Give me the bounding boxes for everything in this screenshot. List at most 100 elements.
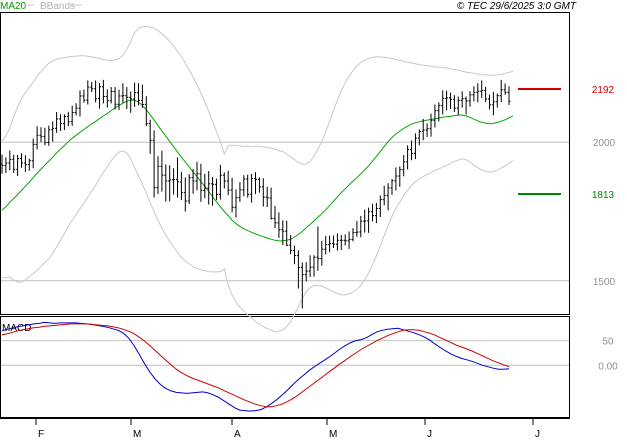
price-bar — [480, 80, 484, 98]
price-bar — [332, 235, 335, 249]
price-bar — [254, 172, 257, 195]
price-bar — [82, 89, 86, 103]
price-bar — [133, 82, 137, 108]
price-bar — [507, 86, 511, 106]
price-bar — [105, 89, 109, 108]
macd-y-tick-label: 0.00 — [598, 361, 618, 372]
price-bar — [449, 92, 452, 109]
price-bar — [0, 154, 4, 174]
x-tick-label: A — [234, 429, 241, 440]
price-bar — [113, 87, 117, 110]
legend-bbands: BBands — [40, 1, 75, 12]
price-bar — [355, 220, 359, 237]
price-bar — [74, 103, 78, 116]
price-bar — [452, 95, 456, 113]
price-bar — [137, 83, 140, 106]
price-bar — [144, 96, 148, 127]
price-bar — [367, 207, 371, 233]
copyright-label: © TEC 29/6/2025 3:0 GMT — [457, 1, 577, 12]
price-bar — [125, 87, 129, 109]
price-bar — [8, 150, 12, 171]
price-bar — [328, 235, 332, 253]
legend-ma20: MA20 — [0, 1, 27, 12]
price-bar — [503, 83, 507, 95]
price-bar — [468, 91, 472, 107]
price-bar — [316, 226, 320, 271]
price-bar — [281, 220, 285, 246]
price-bar — [456, 96, 460, 116]
price-bar — [4, 157, 8, 173]
price-bar — [78, 90, 82, 117]
price-bar — [374, 202, 378, 224]
price-y-tick-label: 1500 — [593, 277, 616, 288]
price-bar — [304, 262, 308, 282]
price-bar — [156, 156, 160, 195]
price-bar — [386, 183, 390, 211]
macd-panel-frame — [0, 316, 570, 418]
x-tick-label: F — [38, 429, 44, 440]
price-bar — [70, 105, 74, 126]
price-bar — [199, 163, 203, 202]
macd-lines — [1, 321, 510, 412]
price-bar — [16, 154, 20, 177]
price-bar — [339, 235, 343, 250]
price-bar — [410, 140, 413, 161]
price-bar — [293, 245, 296, 265]
price-bar — [257, 177, 261, 193]
price-bar — [101, 79, 105, 104]
price-bar — [218, 164, 222, 200]
price-bar — [289, 235, 293, 255]
price-bar — [121, 83, 125, 104]
price-bar — [55, 112, 59, 133]
price-bar — [371, 203, 374, 222]
price-bar — [47, 125, 51, 146]
price-bar — [472, 86, 476, 102]
price-bar — [484, 86, 488, 103]
price-gridlines — [1, 141, 569, 282]
price-bar — [90, 81, 94, 93]
price-bar — [406, 145, 410, 170]
price-bar — [421, 118, 425, 141]
macd-y-tick-label: 50 — [602, 337, 614, 348]
price-bar — [98, 83, 101, 109]
price-bar — [363, 209, 367, 233]
price-bar — [324, 235, 328, 255]
price-bar — [265, 186, 269, 208]
macd-line — [1, 321, 510, 412]
price-bar — [277, 212, 281, 238]
price-bar — [62, 114, 66, 131]
price-bar — [398, 166, 402, 187]
price-bar — [51, 121, 55, 142]
price-bar — [476, 83, 480, 103]
price-bar — [261, 178, 265, 207]
price-bars — [0, 79, 511, 309]
level-label: 2192 — [592, 85, 615, 96]
price-bar — [491, 91, 495, 116]
price-bar — [152, 130, 156, 198]
macd-gridlines — [1, 340, 569, 366]
price-bar — [246, 174, 250, 198]
price-y-tick-label: 2000 — [593, 138, 616, 149]
price-bar — [86, 80, 90, 105]
x-tick-label: M — [133, 429, 141, 440]
level-label: 1813 — [592, 190, 615, 201]
price-bar — [250, 173, 254, 203]
price-bar — [230, 177, 234, 213]
ma20-line — [1, 99, 514, 242]
price-bar — [320, 240, 324, 266]
price-bar — [35, 126, 39, 150]
price-bar — [191, 169, 195, 194]
price-bar — [23, 155, 27, 172]
price-bar — [308, 255, 312, 278]
price-bar — [495, 93, 499, 108]
price-bar — [59, 114, 62, 131]
macd-y-tick-labels: 500.00 — [598, 337, 618, 373]
ma20-path — [1, 99, 514, 242]
bband-upper — [1, 25, 514, 165]
price-bar — [183, 177, 187, 212]
price-bar — [378, 195, 382, 218]
price-bar — [300, 262, 304, 309]
price-bar — [445, 90, 449, 111]
